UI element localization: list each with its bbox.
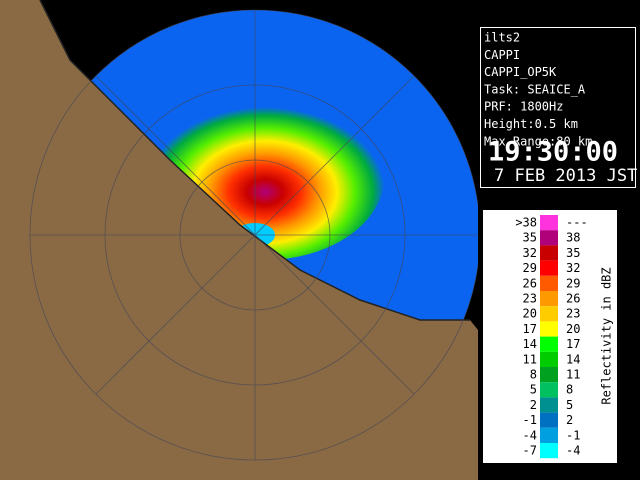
legend-swatch [540,336,558,352]
legend-high: 20 [566,322,580,336]
legend-high: 35 [566,246,580,260]
legend-high: 2 [566,413,573,427]
legend-low: 5 [530,383,537,397]
legend-swatch [540,367,558,383]
legend-swatch [540,382,558,398]
legend-high: 29 [566,276,580,290]
legend-swatch [540,260,558,276]
legend-high: --- [566,216,588,230]
time: 19:30:00 [488,137,618,168]
legend-high: 5 [566,398,573,412]
legend-low: 29 [523,261,537,275]
legend-low: 14 [523,337,537,351]
legend-swatch [540,245,558,261]
legend-low: -7 [523,444,537,458]
legend-high: -4 [566,444,580,458]
legend-low: -1 [523,413,537,427]
info-line: Task: SEAICE_A [484,82,586,96]
legend-low: 11 [523,352,537,366]
date: 7 FEB 2013 JST [494,166,637,186]
legend-swatch [540,351,558,367]
legend-swatch [540,291,558,307]
legend-high: 14 [566,352,580,366]
legend-high: -1 [566,428,580,442]
legend-low: >38 [515,216,537,230]
legend-low: 2 [530,398,537,412]
info-line: Height:0.5 km [484,117,578,131]
info-line: Max Range:80 km [484,134,592,148]
legend-swatch [540,427,558,443]
land [0,0,478,480]
info-line: ilts2 [484,31,520,45]
legend-swatch [540,321,558,337]
legend-high: 11 [566,368,580,382]
legend-swatch [540,230,558,246]
legend-title: Reflectivity in dBZ [600,267,614,404]
legend-low: 23 [523,292,537,306]
legend-high: 38 [566,231,580,245]
legend-low: 17 [523,322,537,336]
legend-low: 32 [523,246,537,260]
legend-high: 17 [566,337,580,351]
legend-low: 35 [523,231,537,245]
legend-swatch [540,397,558,413]
legend-high: 23 [566,307,580,321]
legend-swatch [540,306,558,322]
info-line: CAPPI [484,48,520,62]
legend-swatch [540,412,558,428]
legend-high: 8 [566,383,573,397]
legend-swatch [540,275,558,291]
legend-low: 20 [523,307,537,321]
info-line: CAPPI_OP5K [484,65,557,79]
legend-low: -4 [523,428,537,442]
legend-low: 8 [530,368,537,382]
legend-high: 32 [566,261,580,275]
info-panel [480,27,636,188]
legend-high: 26 [566,292,580,306]
map [0,0,478,480]
legend-low: 26 [523,276,537,290]
legend-swatch [540,443,558,459]
legend-swatch [540,215,558,231]
info-line: PRF: 1800Hz [484,100,563,114]
